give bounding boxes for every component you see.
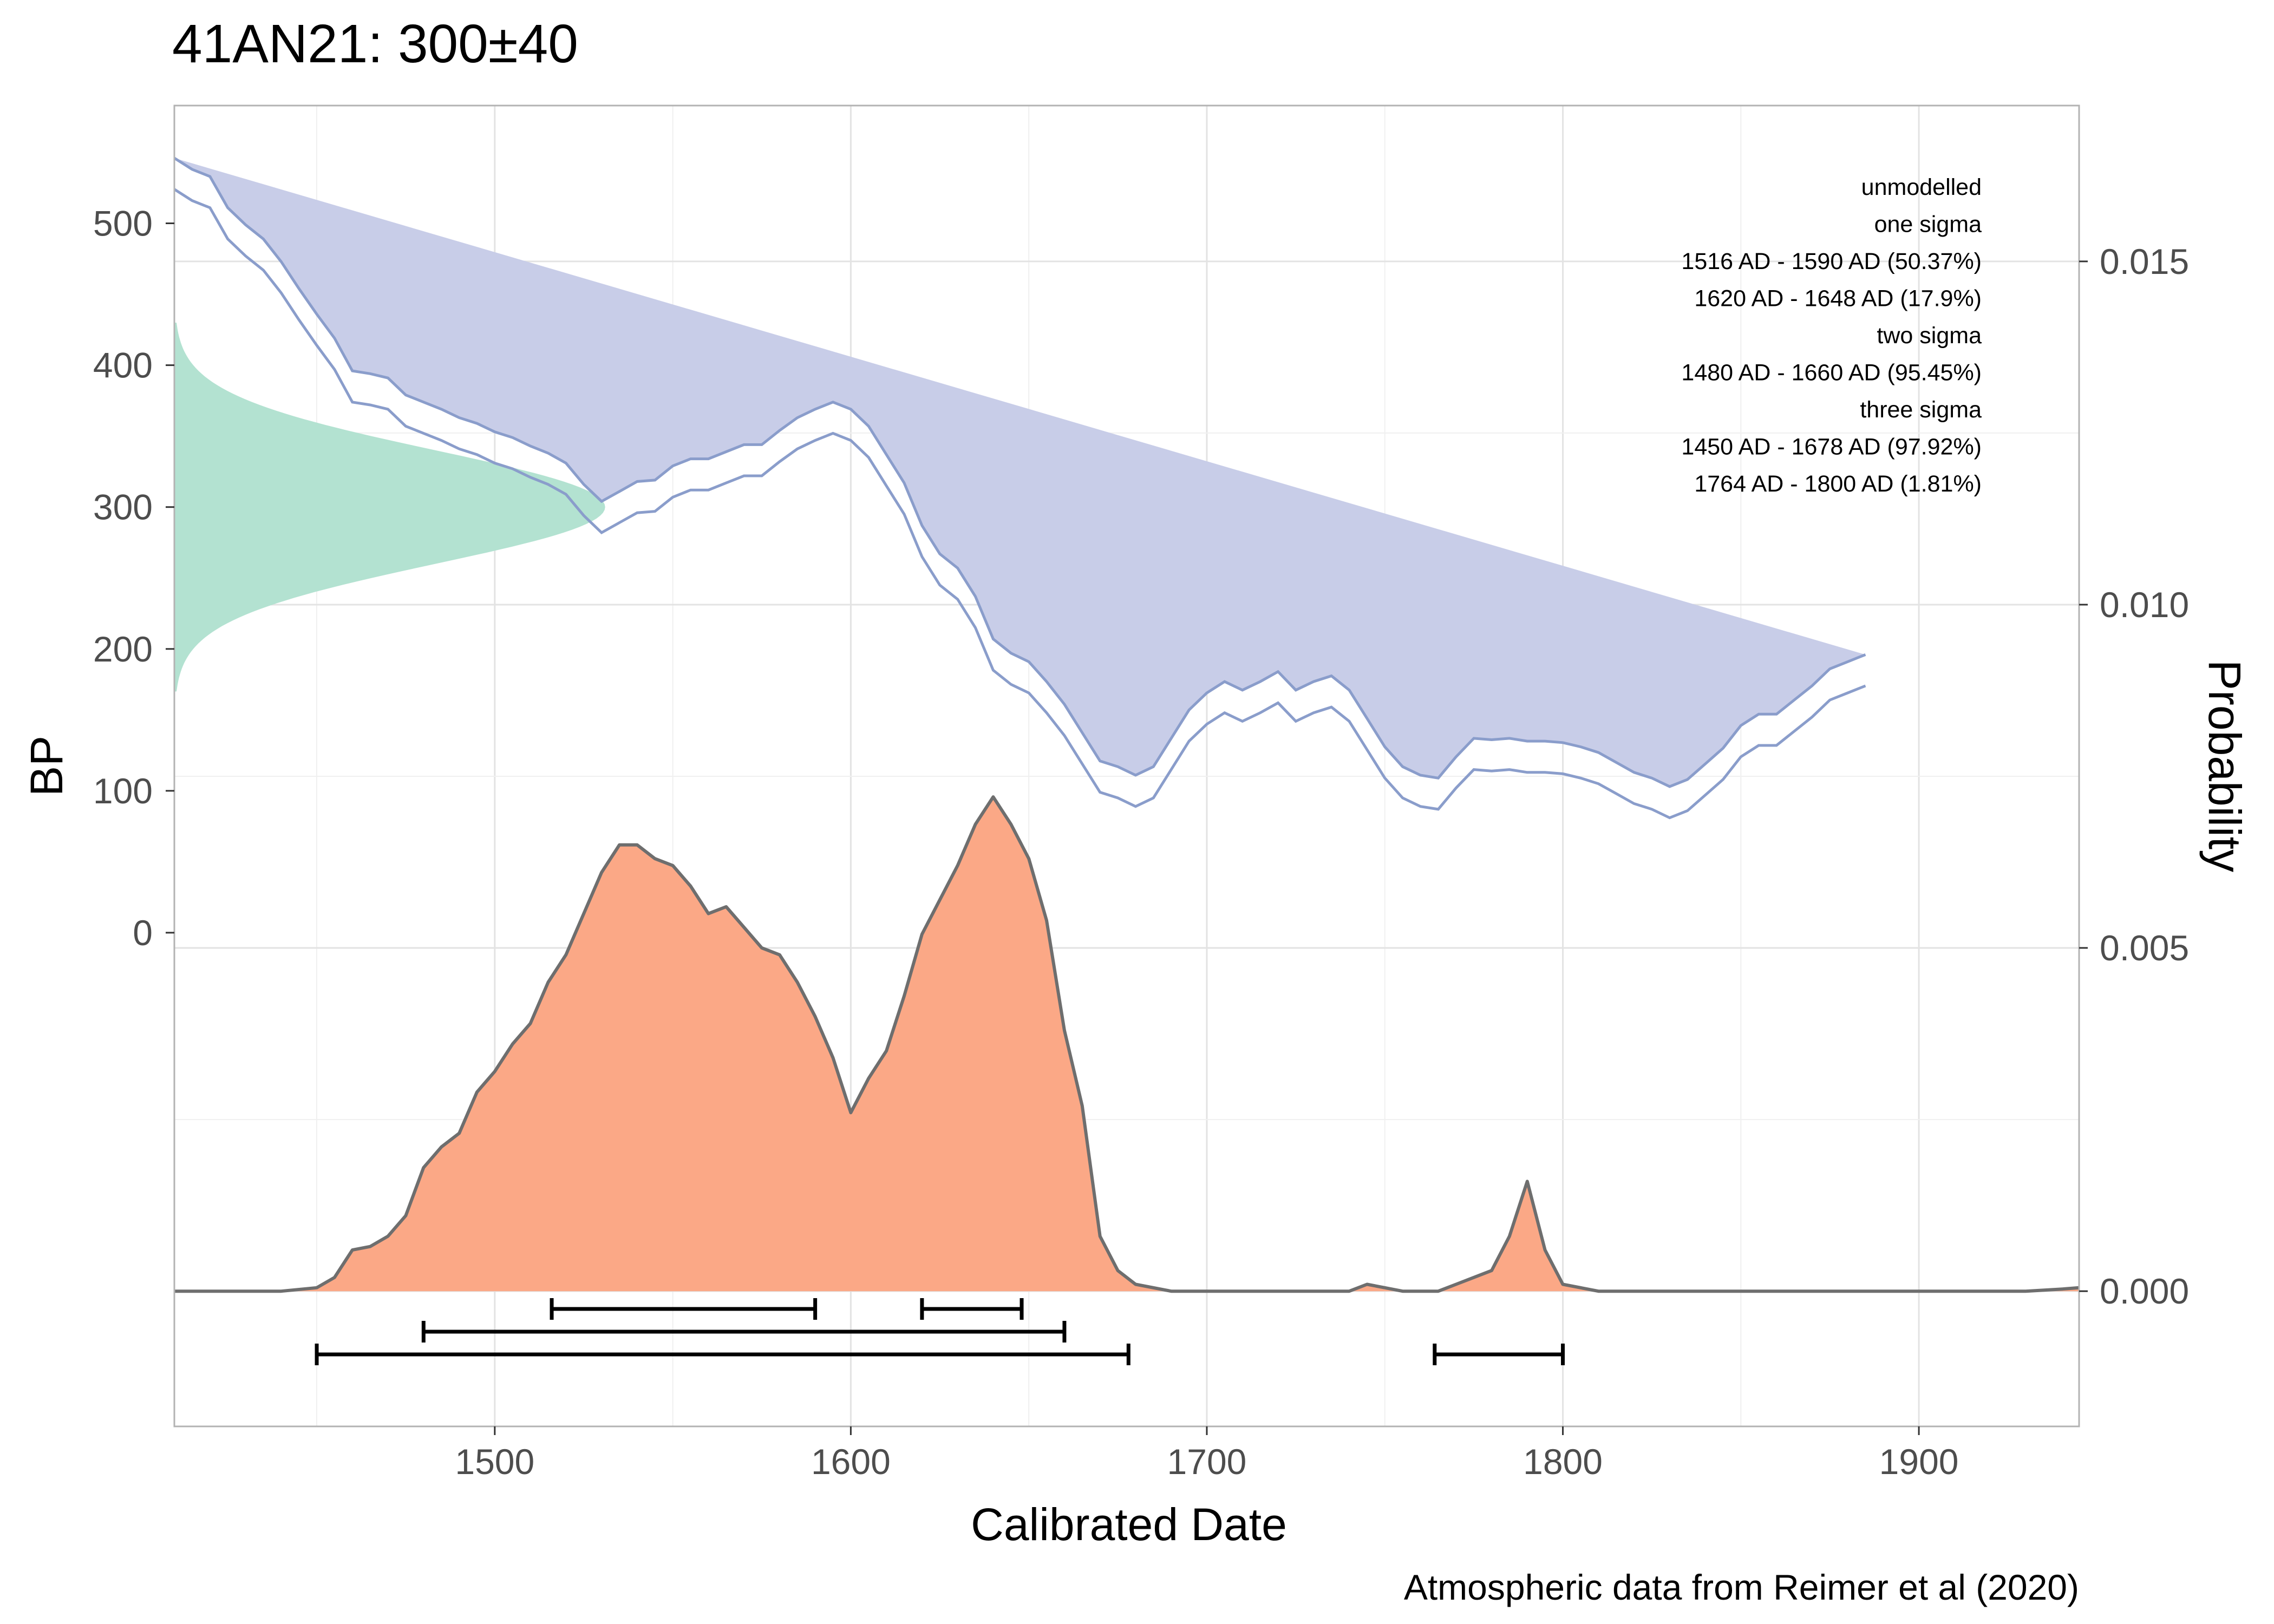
y-left-tick-label: 0 [133,913,153,953]
y-axis-left-title: BP [21,736,72,796]
data-source-caption: Atmospheric data from Reimer et al (2020… [1404,1567,2079,1607]
legend-line: 1764 AD - 1800 AD (1.81%) [1694,471,1982,497]
legend-text: unmodelled one sigma 1516 AD - 1590 AD (50… [1681,174,1982,497]
y-right-tick-label: 0.000 [2100,1271,2189,1311]
legend-line: 1516 AD - 1590 AD (50.37%) [1681,248,1982,274]
y-axis-left-ticks: 0 100 200 300 400 500 [93,204,174,953]
y-axis-right-ticks: 0.000 0.005 0.010 0.015 [2079,241,2189,1311]
x-tick-label: 1600 [811,1442,891,1482]
calibration-band-upper-line [173,156,1866,788]
legend-line: one sigma [1874,212,1982,238]
y-right-tick-label: 0.005 [2100,928,2189,968]
calibration-curve-band [173,156,1866,820]
probability-outline [174,795,2080,1293]
legend-line: 1620 AD - 1648 AD (17.9%) [1694,286,1982,312]
calibration-band-fill [174,158,1866,787]
x-axis-ticks: 1500 1600 1700 1800 1900 [455,1426,1959,1482]
x-tick-label: 1900 [1879,1442,1959,1482]
y-right-tick-label: 0.010 [2100,585,2189,625]
legend-line: 1480 AD - 1660 AD (95.45%) [1681,360,1982,386]
measurement-gaussian-area [174,322,605,692]
measurement-distribution [174,322,605,692]
y-left-tick-label: 500 [93,204,153,244]
sigma-interval-bars [315,1298,1565,1365]
probability-density [174,795,2080,1293]
x-tick-label: 1700 [1167,1442,1247,1482]
y-left-tick-label: 200 [93,629,153,669]
x-axis-title: Calibrated Date [971,1499,1287,1550]
y-axis-right-title: Probability [2199,660,2250,872]
calibration-band-lower-line [173,188,1866,820]
y-left-tick-label: 100 [93,771,153,811]
y-left-tick-label: 400 [93,345,153,385]
x-tick-label: 1800 [1523,1442,1603,1482]
x-tick-label: 1500 [455,1442,534,1482]
probability-area [174,797,2079,1292]
y-left-tick-label: 300 [93,487,153,527]
legend-line: 1450 AD - 1678 AD (97.92%) [1681,434,1982,460]
plot-panel-border [173,104,2080,1427]
legend-line: two sigma [1877,323,1982,349]
legend-line: unmodelled [1861,174,1982,200]
legend-line: three sigma [1860,397,1982,423]
y-right-tick-label: 0.015 [2100,241,2189,281]
chart-title: 41AN21: 300±40 [172,14,578,74]
